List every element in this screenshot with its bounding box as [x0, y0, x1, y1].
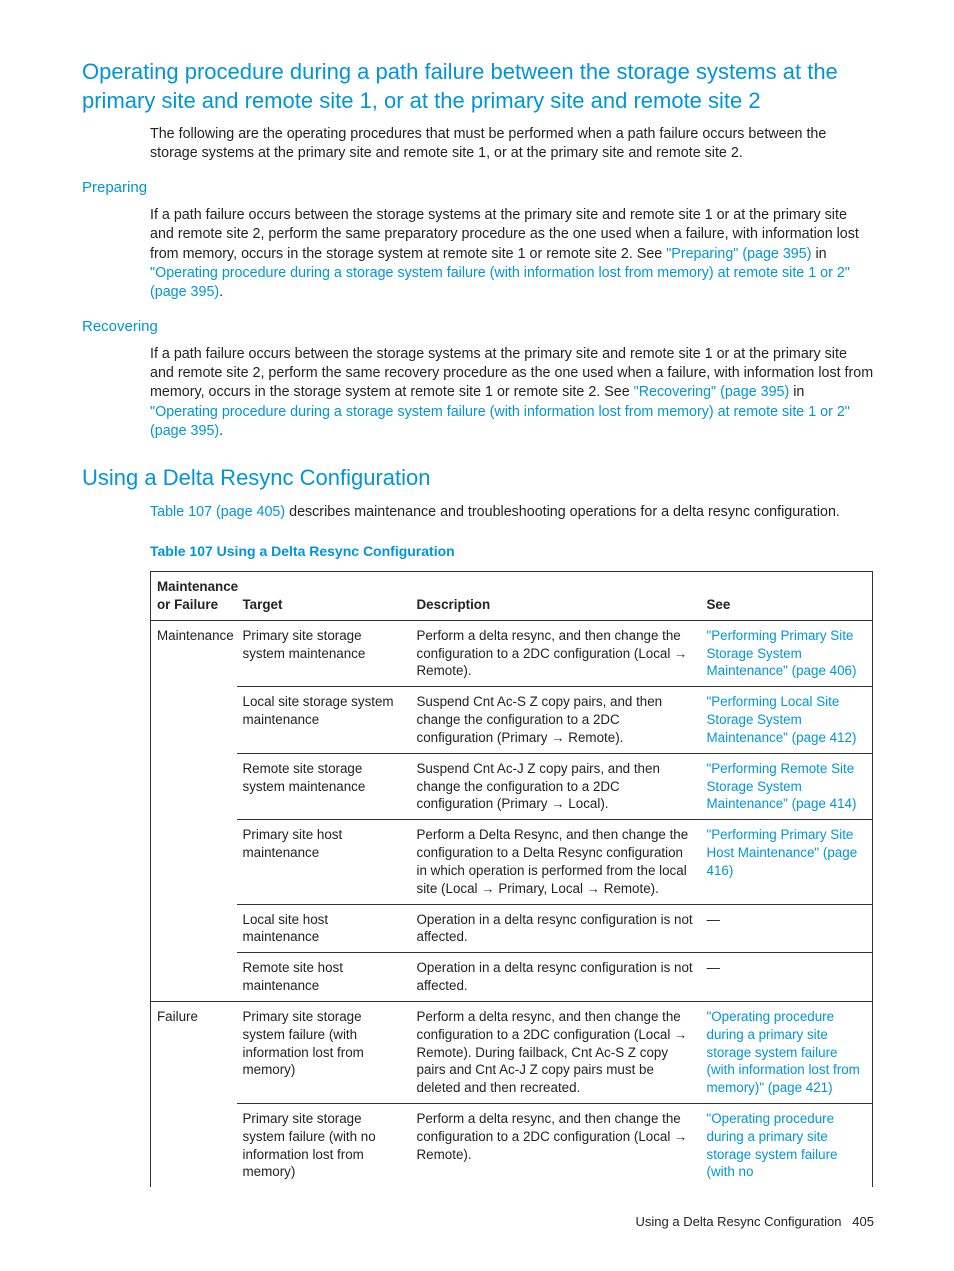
table-row: Remote site storage system maintenanceSu…	[151, 753, 873, 819]
see-link[interactable]: "Operating procedure during a primary si…	[707, 1009, 860, 1095]
cell-description: Operation in a delta resync configuratio…	[411, 904, 701, 953]
cell-target: Primary site storage system maintenance	[237, 620, 411, 686]
table-row: Remote site host maintenanceOperation in…	[151, 953, 873, 1002]
recovering-link-2[interactable]: "Operating procedure during a storage sy…	[150, 404, 850, 439]
cell-see[interactable]: "Performing Local Site Storage System Ma…	[701, 687, 873, 753]
see-link[interactable]: "Performing Local Site Storage System Ma…	[707, 694, 857, 745]
preparing-after: .	[219, 284, 223, 300]
table-caption: Table 107 Using a Delta Resync Configura…	[150, 542, 874, 561]
cell-see: —	[701, 953, 873, 1002]
cell-description: Perform a delta resync, and then change …	[411, 1001, 701, 1103]
recovering-mid: in	[789, 384, 804, 400]
cell-target: Local site storage system maintenance	[237, 687, 411, 753]
preparing-heading: Preparing	[82, 178, 874, 198]
cell-see[interactable]: "Performing Primary Site Storage System …	[701, 620, 873, 686]
table-row: Primary site host maintenancePerform a D…	[151, 820, 873, 904]
cell-description: Perform a delta resync, and then change …	[411, 620, 701, 686]
cell-category: Maintenance	[151, 620, 237, 1001]
footer-text: Using a Delta Resync Configuration	[636, 1214, 842, 1229]
th-description: Description	[411, 572, 701, 621]
page-footer: Using a Delta Resync Configuration 405	[636, 1213, 874, 1231]
delta-intro-link[interactable]: Table 107 (page 405)	[150, 504, 285, 520]
table-row: Local site host maintenanceOperation in …	[151, 904, 873, 953]
cell-category: Failure	[151, 1001, 237, 1187]
cell-see[interactable]: "Operating procedure during a primary si…	[701, 1001, 873, 1103]
cell-description: Suspend Cnt Ac-S Z copy pairs, and then …	[411, 687, 701, 753]
cell-target: Primary site host maintenance	[237, 820, 411, 904]
see-link[interactable]: "Performing Primary Site Host Maintenanc…	[707, 827, 858, 878]
preparing-link-1[interactable]: "Preparing" (page 395)	[666, 246, 811, 262]
delta-intro-post: describes maintenance and troubleshootin…	[285, 504, 840, 520]
intro-text: The following are the operating procedur…	[150, 125, 874, 164]
cell-target: Remote site host maintenance	[237, 953, 411, 1002]
th-target: Target	[237, 572, 411, 621]
page-heading-1: Operating procedure during a path failur…	[82, 58, 874, 115]
cell-description: Perform a delta resync, and then change …	[411, 1104, 701, 1188]
footer-page: 405	[852, 1214, 874, 1229]
cell-see[interactable]: "Performing Primary Site Host Maintenanc…	[701, 820, 873, 904]
th-maintenance: Maintenance or Failure	[151, 572, 237, 621]
table-header-row: Maintenance or Failure Target Descriptio…	[151, 572, 873, 621]
recovering-link-1[interactable]: "Recovering" (page 395)	[634, 384, 790, 400]
table-row: FailurePrimary site storage system failu…	[151, 1001, 873, 1103]
page-heading-2: Using a Delta Resync Configuration	[82, 463, 874, 493]
recovering-heading: Recovering	[82, 317, 874, 337]
cell-target: Local site host maintenance	[237, 904, 411, 953]
cell-description: Perform a Delta Resync, and then change …	[411, 820, 701, 904]
see-link[interactable]: "Performing Primary Site Storage System …	[707, 628, 857, 679]
cell-see[interactable]: "Operating procedure during a primary si…	[701, 1104, 873, 1188]
cell-description: Operation in a delta resync configuratio…	[411, 953, 701, 1002]
cell-see[interactable]: "Performing Remote Site Storage System M…	[701, 753, 873, 819]
preparing-link-2[interactable]: "Operating procedure during a storage sy…	[150, 265, 850, 300]
table-row: Local site storage system maintenanceSus…	[151, 687, 873, 753]
see-link[interactable]: "Performing Remote Site Storage System M…	[707, 761, 857, 812]
recovering-text: If a path failure occurs between the sto…	[150, 345, 874, 441]
th-see: See	[701, 572, 873, 621]
table-row: Primary site storage system failure (wit…	[151, 1104, 873, 1188]
preparing-mid: in	[811, 246, 826, 262]
cell-target: Remote site storage system maintenance	[237, 753, 411, 819]
table-row: MaintenancePrimary site storage system m…	[151, 620, 873, 686]
cell-see: —	[701, 904, 873, 953]
preparing-text: If a path failure occurs between the sto…	[150, 206, 874, 302]
cell-description: Suspend Cnt Ac-J Z copy pairs, and then …	[411, 753, 701, 819]
delta-resync-table: Maintenance or Failure Target Descriptio…	[150, 571, 873, 1187]
see-link[interactable]: "Operating procedure during a primary si…	[707, 1111, 838, 1179]
cell-target: Primary site storage system failure (wit…	[237, 1001, 411, 1103]
cell-target: Primary site storage system failure (wit…	[237, 1104, 411, 1188]
delta-intro: Table 107 (page 405) describes maintenan…	[150, 503, 874, 522]
recovering-after: .	[219, 423, 223, 439]
